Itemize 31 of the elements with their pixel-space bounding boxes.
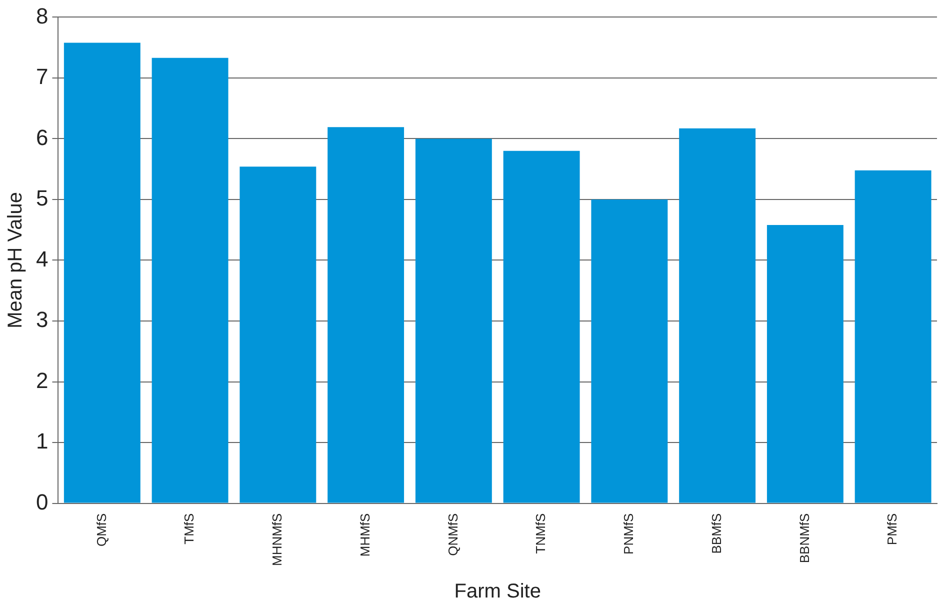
- y-tick-label: 3: [36, 307, 48, 332]
- bar: [64, 42, 140, 503]
- y-tick-label: 6: [36, 124, 48, 150]
- x-tick-label: MHNMfS: [270, 512, 285, 566]
- x-tick-label: QMfS: [94, 512, 109, 547]
- bar: [679, 128, 756, 503]
- bar: [240, 166, 316, 503]
- y-tick-label: 0: [36, 489, 48, 514]
- x-tick-label: BBNMfS: [796, 512, 812, 564]
- x-tick-label: TNMfS: [533, 512, 548, 554]
- bar: [766, 225, 844, 503]
- x-tick-label: TMfS: [182, 512, 197, 544]
- x-tick-label: PMfS: [884, 512, 900, 546]
- x-tick-label: QNMfS: [445, 512, 460, 556]
- x-tick-label: BBMfS: [708, 512, 724, 554]
- x-axis-title: Farm Site: [454, 580, 541, 603]
- y-tick-label: 5: [36, 186, 48, 211]
- y-tick-label: 8: [36, 3, 48, 28]
- y-tick-label: 7: [36, 64, 48, 90]
- y-tick-label: 2: [36, 368, 48, 393]
- bar: [152, 58, 228, 503]
- bar: [854, 170, 932, 503]
- bar: [503, 150, 580, 503]
- y-axis-title: Mean pH Value: [4, 192, 27, 328]
- x-tick-label: MHMfS: [357, 512, 372, 557]
- bar: [328, 127, 404, 503]
- y-tick-label: 4: [36, 246, 48, 272]
- y-tick-label: 1: [36, 428, 48, 454]
- bar: [415, 138, 492, 503]
- bar: [591, 199, 668, 503]
- x-tick-label: PNMfS: [621, 512, 636, 554]
